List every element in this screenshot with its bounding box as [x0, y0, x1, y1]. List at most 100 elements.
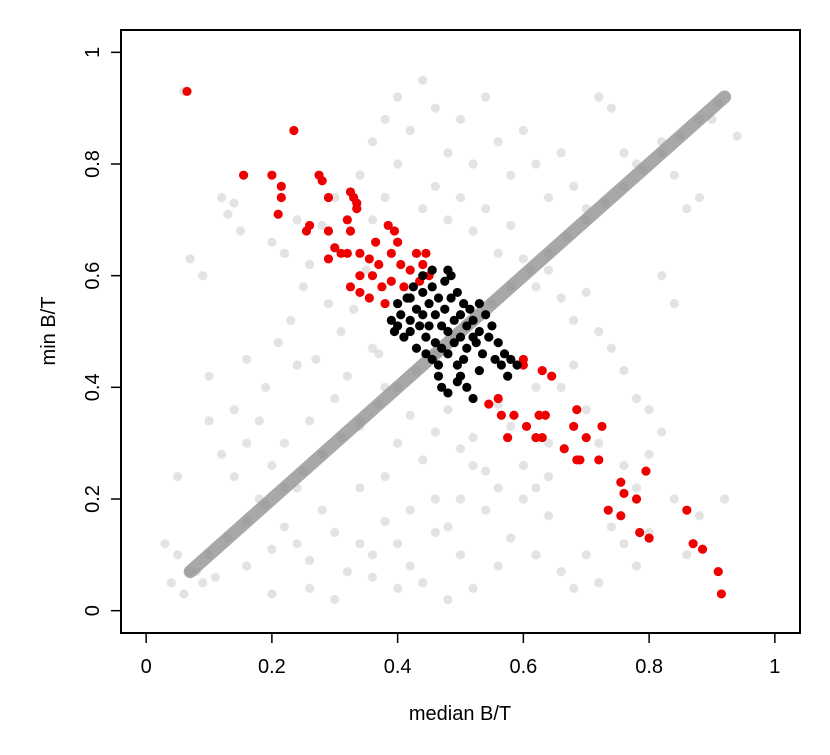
- data-point: [688, 539, 698, 549]
- data-point: [449, 315, 459, 325]
- y-axis-label: min B/T: [38, 297, 60, 366]
- data-point: [172, 472, 183, 482]
- data-point: [242, 561, 252, 571]
- data-point: [380, 516, 390, 526]
- data-point: [531, 282, 541, 292]
- data-point: [446, 293, 456, 303]
- data-point: [430, 527, 440, 538]
- data-point: [380, 298, 390, 309]
- data-point: [455, 371, 466, 381]
- data-point: [462, 382, 472, 392]
- data-point: [386, 315, 396, 325]
- data-point: [418, 578, 428, 588]
- data-point: [581, 287, 591, 298]
- data-point: [509, 410, 519, 420]
- data-point: [424, 298, 434, 309]
- data-point: [433, 293, 444, 303]
- data-point: [235, 226, 246, 236]
- data-point: [468, 315, 478, 325]
- data-point: [556, 148, 566, 158]
- data-point: [443, 349, 453, 359]
- data-point: [355, 539, 365, 549]
- data-point: [581, 550, 591, 560]
- data-point: [487, 298, 497, 309]
- data-point: [631, 494, 642, 504]
- data-point: [317, 449, 327, 459]
- data-point: [276, 181, 286, 191]
- data-point: [367, 572, 378, 582]
- data-point: [569, 360, 579, 370]
- data-point: [433, 371, 444, 381]
- data-point: [547, 371, 557, 381]
- data-point: [367, 137, 378, 147]
- data-point: [619, 460, 629, 471]
- data-point: [481, 505, 491, 515]
- data-point: [421, 248, 431, 258]
- data-point: [279, 248, 290, 258]
- data-point: [355, 287, 365, 298]
- data-point: [455, 192, 466, 203]
- data-point: [393, 298, 403, 309]
- data-point: [364, 254, 374, 264]
- data-point: [657, 148, 667, 158]
- data-point: [254, 416, 264, 426]
- data-point: [342, 566, 352, 577]
- data-point: [455, 494, 466, 504]
- data-point: [455, 550, 466, 560]
- data-point: [433, 360, 444, 370]
- data-point: [644, 449, 654, 459]
- data-point: [361, 265, 371, 275]
- data-point: [273, 338, 283, 348]
- data-point: [430, 338, 440, 348]
- x-tick-label: 0.4: [384, 656, 412, 678]
- data-point: [380, 114, 390, 124]
- data-point: [342, 215, 352, 225]
- data-point: [531, 483, 541, 493]
- data-point: [424, 321, 434, 331]
- data-point: [481, 466, 491, 476]
- data-point: [471, 338, 481, 348]
- series-1: [183, 90, 732, 579]
- data-point: [603, 505, 613, 515]
- data-point: [367, 271, 378, 281]
- data-point: [430, 494, 440, 504]
- data-point: [418, 287, 428, 298]
- data-point: [276, 192, 286, 203]
- data-point: [518, 254, 528, 264]
- data-point: [506, 170, 516, 180]
- data-point: [393, 539, 403, 549]
- data-point: [487, 321, 497, 331]
- data-point: [330, 243, 340, 253]
- data-point: [292, 215, 302, 225]
- data-point: [493, 248, 503, 258]
- y-tick-label: 0.2: [82, 485, 104, 513]
- data-point: [430, 103, 440, 113]
- data-point: [669, 170, 679, 180]
- data-point: [534, 410, 544, 420]
- x-tick-label: 1: [769, 656, 780, 678]
- data-point: [411, 248, 422, 258]
- data-point: [481, 92, 491, 102]
- data-point: [543, 511, 554, 521]
- data-point: [468, 159, 478, 169]
- data-point: [330, 192, 340, 203]
- data-point: [267, 170, 277, 180]
- data-point: [399, 332, 409, 342]
- data-point: [594, 578, 604, 588]
- data-point: [408, 282, 418, 292]
- data-point: [518, 354, 528, 365]
- data-point: [415, 321, 425, 331]
- data-point: [694, 114, 705, 124]
- data-point: [204, 371, 214, 381]
- x-tick-label: 0.6: [509, 656, 537, 678]
- data-point: [386, 248, 396, 258]
- data-point: [474, 326, 484, 337]
- data-point: [160, 539, 170, 549]
- data-point: [427, 354, 437, 365]
- data-point: [440, 304, 450, 314]
- x-tick-label: 0.2: [258, 656, 286, 678]
- data-point: [638, 164, 648, 175]
- data-point: [537, 365, 547, 376]
- data-point: [697, 544, 708, 554]
